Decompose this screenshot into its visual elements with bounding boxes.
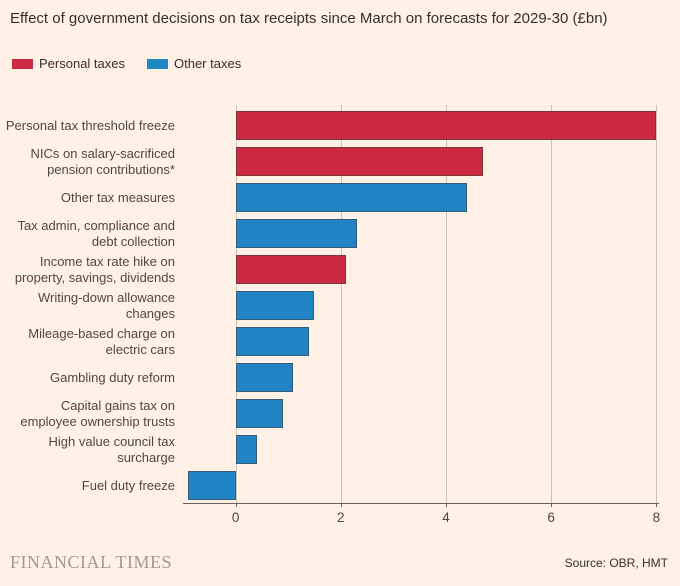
source-text: Source: OBR, HMT [564,556,668,570]
bar [188,471,236,500]
bar [235,219,357,248]
bar [235,147,483,176]
category-label: Fuel duty freeze [81,477,175,493]
bar [235,183,468,212]
legend-item-other-taxes: Other taxes [147,56,241,71]
axis-tick [235,503,237,507]
category-label: Income tax rate hike on property, savings… [14,253,175,285]
chart-legend: Personal taxes Other taxes [12,56,241,71]
bar [235,363,294,392]
chart-title: Effect of government decisions on tax re… [10,10,608,27]
x-tick-label: 6 [547,510,555,525]
legend-swatch-personal-taxes [12,58,33,69]
legend-swatch-other-taxes [147,58,168,69]
axis-tick [656,503,658,507]
category-label: Tax admin, compliance and debt collection [17,217,175,249]
axis-tick [445,503,447,507]
legend-item-personal-taxes: Personal taxes [12,56,125,71]
bar [235,399,283,428]
gridline [551,105,553,503]
category-label: Writing-down allowance changes [37,289,175,321]
gridline [656,105,658,503]
bar [235,291,315,320]
category-label: Gambling duty reform [50,369,175,385]
bar [235,327,310,356]
bar [235,255,347,284]
category-label: Other tax measures [60,189,175,205]
gridline [445,105,447,503]
gridline [340,105,342,503]
x-axis-line [183,503,659,504]
bar [235,111,657,140]
x-tick-label: 4 [442,510,450,525]
axis-tick [551,503,553,507]
axis-tick [340,503,342,507]
category-label: NICs on salary-sacrificed pension contrib… [30,145,176,177]
x-tick-label: 2 [337,510,345,525]
x-tick-label: 0 [231,510,240,525]
legend-label-personal-taxes: Personal taxes [39,56,125,71]
category-label: High value council tax surcharge [48,433,175,465]
category-label: Capital gains tax on employee ownership t… [20,397,175,429]
ft-logo: FINANCIAL TIMES [10,552,173,572]
x-tick-label: 8 [652,510,661,525]
bar [235,435,257,464]
legend-label-other-taxes: Other taxes [174,56,242,71]
category-label: Mileage-based charge on electric cars [28,325,175,357]
category-label: Personal tax threshold freeze [5,117,175,133]
